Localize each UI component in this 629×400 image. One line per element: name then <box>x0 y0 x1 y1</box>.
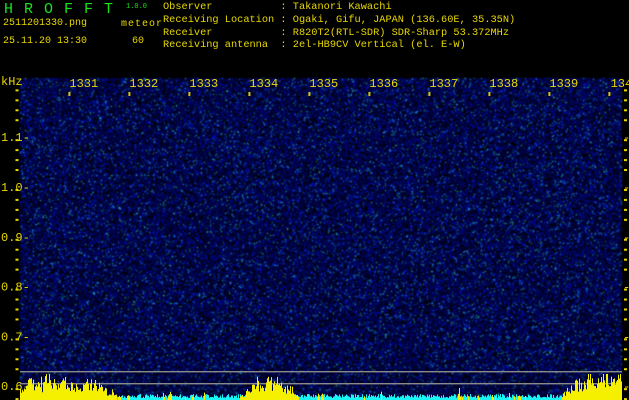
svg-text:1.0-: 1.0- <box>1 181 30 195</box>
svg-text:1335: 1335 <box>309 77 338 91</box>
svg-text:1336: 1336 <box>369 77 398 91</box>
svg-text:1331: 1331 <box>69 77 98 91</box>
svg-text:-: - <box>623 281 629 295</box>
svg-text:-: - <box>623 380 629 394</box>
svg-text:1340: 1340 <box>611 77 629 91</box>
svg-text:1.1-: 1.1- <box>1 131 30 145</box>
svg-text:0.9-: 0.9- <box>1 231 30 245</box>
svg-text:1337: 1337 <box>429 77 458 91</box>
svg-text:1338: 1338 <box>489 77 518 91</box>
svg-text:1339: 1339 <box>549 77 578 91</box>
svg-text:-: - <box>623 131 629 145</box>
svg-text:kHz: kHz <box>1 75 23 89</box>
svg-text:-: - <box>623 181 629 195</box>
svg-text:-: - <box>623 231 629 245</box>
svg-text:1334: 1334 <box>249 77 278 91</box>
svg-text:1333: 1333 <box>189 77 218 91</box>
svg-text:1332: 1332 <box>129 77 158 91</box>
svg-text:0.7-: 0.7- <box>1 330 30 344</box>
svg-text:-: - <box>623 330 629 344</box>
svg-text:0.8-: 0.8- <box>1 281 30 295</box>
